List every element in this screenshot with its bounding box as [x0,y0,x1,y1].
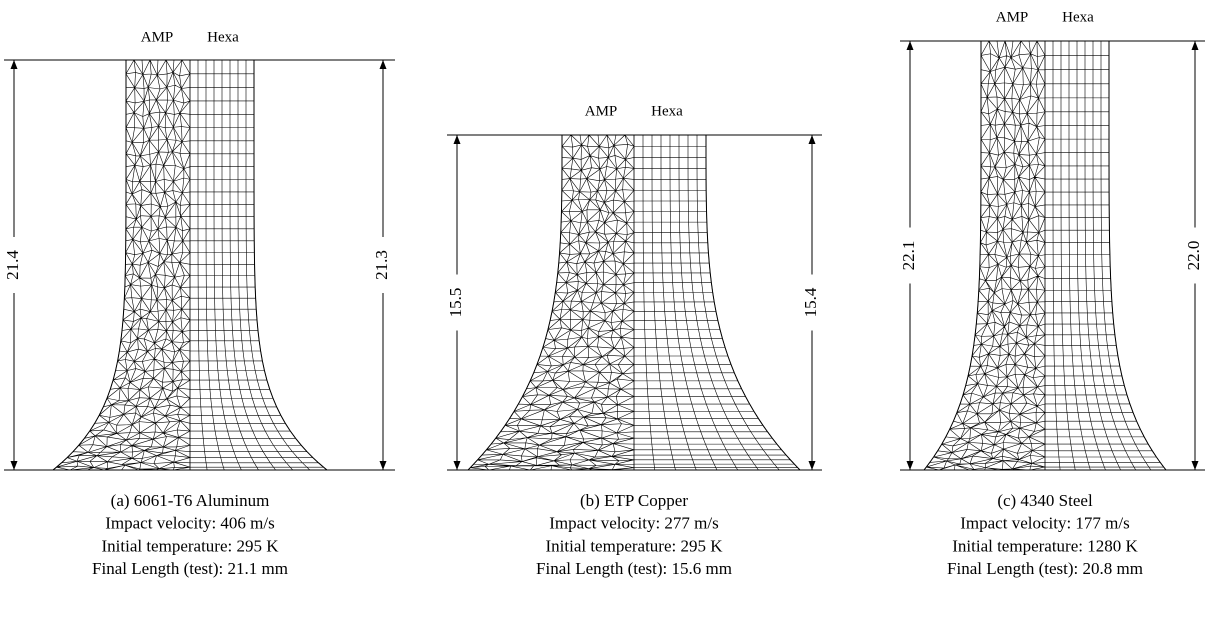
arrow-head [1191,41,1199,50]
panel: 15.5 15.4 AMP Hexa (b) ETP Copper Impact velo… [446,103,822,578]
panel: 21.4 21.3 AMP Hexa (a) 6061-T6 Aluminum Impac… [3,29,395,578]
arrow-head [1191,461,1199,470]
dimension-label: 15.5 [446,288,465,318]
arrow-head [453,135,461,144]
mesh-label: AMP [996,9,1029,25]
mesh-label: Hexa [1062,9,1094,25]
arrow-head [379,461,387,470]
caption-line: Initial temperature: 1280 K [952,536,1138,555]
dimension-label: 21.4 [3,250,22,280]
hexa-mesh [189,59,328,471]
hexa-mesh [1044,40,1167,471]
caption-line: (b) ETP Copper [580,491,688,510]
dimension-label: 22.1 [899,241,918,271]
arrow-head [906,461,914,470]
amp-mesh [467,134,635,471]
arrow-head [808,135,816,144]
caption-line: Final Length (test): 21.1 mm [92,559,288,578]
mesh-label: Hexa [207,29,239,45]
caption-line: Impact velocity: 177 m/s [960,514,1130,533]
mesh-label: Hexa [651,103,683,119]
caption-line: Initial temperature: 295 K [545,536,723,555]
arrow-head [453,461,461,470]
dimension-label: 15.4 [801,287,820,317]
caption-line: Final Length (test): 20.8 mm [947,559,1143,578]
caption-line: Initial temperature: 295 K [101,536,279,555]
amp-mesh [52,59,191,471]
panel: 22.1 22.0 AMP Hexa (c) 4340 Steel Impact velo… [899,9,1205,578]
arrow-head [906,41,914,50]
mesh-label: AMP [585,103,618,119]
caption-line: (c) 4340 Steel [997,491,1093,510]
caption-line: Impact velocity: 277 m/s [549,514,719,533]
caption-line: Final Length (test): 15.6 mm [536,559,732,578]
arrow-head [10,60,18,69]
dimension-label: 22.0 [1184,241,1203,271]
hexa-mesh [633,134,801,471]
caption-line: Impact velocity: 406 m/s [105,514,275,533]
mesh-label: AMP [141,29,174,45]
arrow-head [10,461,18,470]
arrow-head [808,461,816,470]
dimension-label: 21.3 [372,250,391,280]
arrow-head [379,60,387,69]
amp-mesh [923,40,1046,471]
caption-line: (a) 6061-T6 Aluminum [111,491,270,510]
